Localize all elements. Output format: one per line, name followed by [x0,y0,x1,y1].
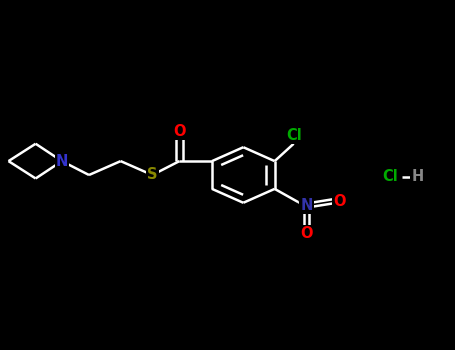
Text: Cl: Cl [286,128,302,143]
Text: O: O [300,226,313,241]
Text: O: O [173,124,186,139]
Text: S: S [147,168,157,182]
Text: N: N [300,198,313,213]
Text: H: H [411,169,424,184]
Text: N: N [56,154,68,169]
Text: O: O [334,194,346,209]
Text: Cl: Cl [382,169,398,184]
